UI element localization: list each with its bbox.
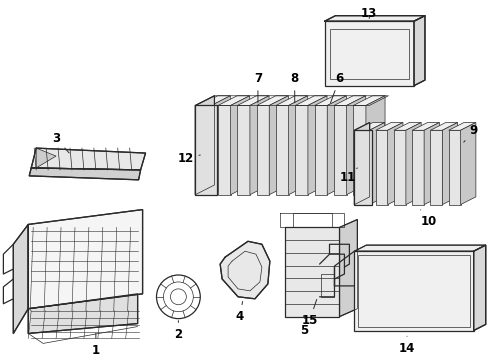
Polygon shape [431, 130, 442, 204]
Text: 5: 5 [300, 317, 309, 337]
Polygon shape [334, 96, 366, 105]
Polygon shape [324, 16, 425, 21]
Polygon shape [198, 96, 230, 105]
Polygon shape [388, 122, 403, 204]
Polygon shape [424, 122, 440, 204]
Polygon shape [346, 96, 366, 195]
Polygon shape [295, 105, 308, 195]
Polygon shape [315, 105, 327, 195]
Text: 9: 9 [464, 124, 478, 142]
Polygon shape [327, 96, 346, 195]
Polygon shape [31, 148, 146, 170]
Text: 4: 4 [236, 302, 244, 323]
Polygon shape [237, 96, 269, 105]
Text: 13: 13 [361, 7, 377, 20]
Bar [196, 105, 217, 195]
Bar [354, 130, 372, 204]
Bar [320, 274, 335, 297]
Text: 3: 3 [52, 132, 69, 153]
Polygon shape [449, 122, 476, 130]
Polygon shape [196, 96, 215, 195]
Bar [354, 251, 474, 330]
Polygon shape [231, 96, 250, 195]
Polygon shape [414, 16, 425, 86]
Polygon shape [406, 122, 421, 204]
Text: 11: 11 [339, 168, 357, 184]
Polygon shape [295, 96, 327, 105]
Polygon shape [412, 122, 440, 130]
Text: 15: 15 [301, 300, 318, 327]
Text: 12: 12 [177, 152, 200, 165]
Polygon shape [13, 224, 28, 333]
Polygon shape [353, 105, 366, 195]
Polygon shape [474, 245, 486, 330]
Polygon shape [218, 96, 250, 105]
Polygon shape [394, 130, 406, 204]
Polygon shape [353, 96, 385, 105]
Polygon shape [237, 105, 250, 195]
Bar [293, 212, 332, 228]
Polygon shape [412, 130, 424, 204]
Polygon shape [461, 122, 476, 204]
Text: 8: 8 [291, 72, 299, 103]
Text: 14: 14 [399, 336, 415, 355]
Polygon shape [276, 96, 308, 105]
Polygon shape [36, 148, 56, 168]
Bar [285, 228, 340, 317]
Polygon shape [394, 122, 421, 130]
Text: 6: 6 [330, 72, 343, 103]
Polygon shape [376, 130, 388, 204]
Polygon shape [198, 105, 211, 195]
Polygon shape [369, 122, 385, 204]
Polygon shape [276, 105, 289, 195]
Polygon shape [315, 96, 346, 105]
Polygon shape [289, 96, 308, 195]
Polygon shape [354, 245, 486, 251]
Polygon shape [220, 241, 270, 299]
Bar [358, 255, 470, 327]
Polygon shape [334, 105, 346, 195]
Polygon shape [354, 122, 369, 204]
Polygon shape [366, 96, 385, 195]
Polygon shape [257, 96, 289, 105]
Text: 10: 10 [420, 210, 437, 228]
Polygon shape [442, 122, 458, 204]
Polygon shape [250, 96, 269, 195]
Polygon shape [308, 96, 327, 195]
Polygon shape [376, 122, 403, 130]
Polygon shape [358, 130, 369, 204]
Bar [329, 29, 409, 79]
Polygon shape [28, 210, 143, 309]
Polygon shape [431, 122, 458, 130]
Polygon shape [358, 122, 385, 130]
Polygon shape [340, 220, 357, 317]
Text: 1: 1 [92, 333, 100, 357]
Polygon shape [257, 105, 269, 195]
Polygon shape [211, 96, 230, 195]
Bar [324, 21, 414, 86]
Text: 7: 7 [254, 72, 262, 103]
Polygon shape [29, 168, 141, 180]
Polygon shape [28, 294, 138, 333]
Polygon shape [449, 130, 461, 204]
Polygon shape [218, 105, 231, 195]
Text: 2: 2 [174, 321, 182, 341]
Polygon shape [269, 96, 289, 195]
